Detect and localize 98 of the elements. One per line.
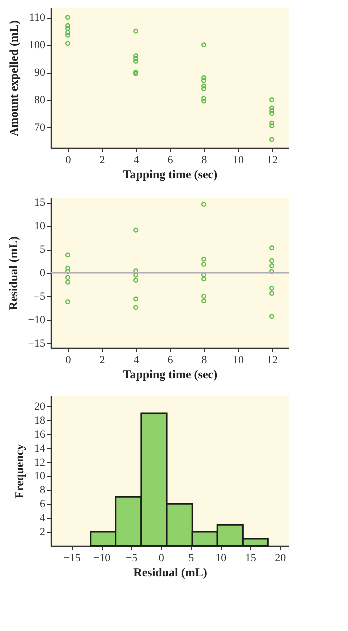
point	[270, 246, 274, 251]
y-tick-label: 5	[40, 244, 46, 256]
point	[66, 41, 70, 46]
y-tick-label: 14	[34, 442, 46, 455]
point	[202, 98, 206, 104]
point	[202, 298, 206, 304]
point	[202, 86, 206, 92]
point	[202, 272, 206, 278]
y-tick-label: 0	[40, 268, 46, 280]
point	[66, 275, 70, 280]
point	[66, 30, 70, 36]
x-tick-label: 12	[267, 354, 278, 366]
point	[270, 111, 274, 116]
point	[66, 269, 70, 274]
y-tick-label: −15	[28, 338, 46, 350]
point	[270, 97, 274, 102]
point	[270, 291, 274, 296]
x-tick-label: 20	[275, 552, 287, 564]
point	[202, 78, 206, 84]
point	[66, 23, 70, 28]
x-tick-label: −10	[93, 552, 112, 564]
point	[270, 314, 274, 320]
point	[66, 26, 70, 32]
x-tick-label: 5	[188, 552, 195, 564]
y-tick-label: 90	[34, 67, 46, 80]
y-tick-label: 110	[29, 12, 46, 24]
point	[134, 305, 138, 310]
point	[134, 296, 138, 302]
point	[270, 108, 274, 114]
x-axis-title: Residual (mL)	[134, 566, 208, 580]
y-tick-label: 18	[34, 414, 46, 427]
point	[202, 276, 206, 282]
x-tick-label: −5	[126, 552, 138, 564]
x-tick-label: 10	[233, 154, 244, 166]
x-tick-label: 6	[168, 154, 174, 166]
x-tick-label: 0	[66, 154, 72, 166]
point	[270, 258, 274, 264]
y-tick-label: 2	[40, 526, 46, 539]
x-tick-label: 10	[216, 552, 228, 564]
x-tick-label: 6	[168, 354, 174, 366]
point	[270, 120, 274, 126]
x-tick-label: 8	[202, 154, 208, 166]
x-tick-label: 10	[233, 354, 244, 366]
point	[66, 300, 70, 305]
point	[134, 228, 138, 233]
x-tick-label: 4	[134, 154, 140, 166]
point	[202, 76, 206, 80]
y-tick-label: 8	[40, 484, 46, 497]
point	[202, 202, 206, 208]
x-tick-label: 2	[100, 154, 106, 166]
point	[66, 280, 70, 285]
x-tick-label: 15	[245, 552, 257, 564]
x-axis-title: Tapping time (sec)	[123, 168, 218, 182]
y-axis-title: Residual (mL)	[6, 236, 20, 310]
point	[134, 54, 138, 59]
point	[134, 278, 138, 283]
point	[270, 264, 274, 268]
x-tick-label: 12	[267, 154, 278, 166]
x-tick-label: 2	[100, 354, 106, 366]
point	[270, 286, 274, 291]
point	[202, 294, 206, 299]
point	[66, 15, 70, 20]
y-tick-label: 10	[34, 220, 46, 233]
y-tick-label: 15	[34, 197, 46, 210]
y-tick-label: 80	[34, 94, 46, 106]
point	[202, 96, 206, 102]
y-axis-title: Frequency	[12, 444, 26, 499]
y-tick-label: −5	[34, 290, 46, 303]
point	[270, 124, 274, 129]
point	[66, 32, 70, 38]
point	[270, 137, 274, 142]
y-tick-label: 12	[34, 456, 46, 469]
x-tick-label: 0	[158, 552, 165, 564]
y-axis-title: Amount expelled (mL)	[7, 20, 21, 136]
x-tick-label: 8	[202, 354, 208, 366]
point	[270, 269, 274, 274]
point	[134, 59, 138, 64]
y-tick-label: 4	[40, 512, 46, 525]
point	[66, 252, 70, 258]
x-tick-label: 0	[66, 354, 72, 366]
x-tick-label: 4	[134, 354, 140, 366]
point	[134, 56, 138, 62]
y-tick-label: −10	[28, 314, 46, 326]
y-tick-label: 10	[34, 470, 46, 483]
y-tick-label: 6	[40, 498, 46, 511]
x-tick-label: −15	[64, 552, 82, 564]
point	[202, 262, 206, 268]
point	[202, 256, 206, 262]
y-tick-label: 20	[34, 400, 46, 413]
x-axis-title: Tapping time (sec)	[123, 368, 218, 382]
y-tick-label: 16	[34, 428, 46, 441]
point	[202, 42, 206, 48]
point	[270, 106, 274, 111]
point	[202, 84, 206, 89]
point	[134, 28, 138, 34]
point	[66, 266, 70, 271]
y-tick-label: 70	[34, 122, 46, 134]
y-tick-label: 100	[29, 40, 46, 52]
